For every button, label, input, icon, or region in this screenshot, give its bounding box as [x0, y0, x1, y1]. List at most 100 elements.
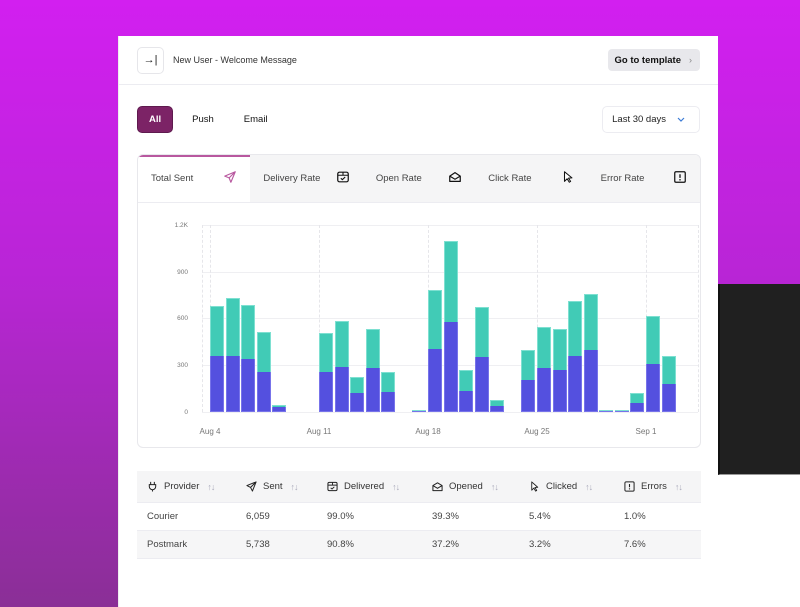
- sort-icon[interactable]: ↑↓: [290, 481, 299, 492]
- chart-bar[interactable]: [272, 405, 287, 412]
- chart-bar[interactable]: [552, 328, 567, 412]
- table-row[interactable]: Courier 6,059 99.0% 39.3% 5.4% 1.0%: [137, 503, 701, 531]
- bar-segment-bottom: [459, 390, 474, 412]
- metrics-chart-card: Total Sent Delivery Rate Open Rate Click…: [137, 154, 701, 448]
- y-tick: 0: [184, 409, 188, 416]
- header: →| New User - Welcome Message Go to temp…: [119, 36, 718, 85]
- column-sent[interactable]: Sent ↑↓: [236, 481, 317, 492]
- bar-segment-bottom: [365, 368, 380, 412]
- tab-total-sent[interactable]: Total Sent: [138, 155, 251, 202]
- bar-segment-bottom: [537, 367, 552, 412]
- gridline: [202, 225, 698, 226]
- bar-segment-bottom: [646, 363, 661, 412]
- column-errors[interactable]: Errors ↑↓: [614, 481, 701, 492]
- chart-bar[interactable]: [256, 331, 271, 412]
- chart-bar[interactable]: [661, 355, 676, 412]
- chart-bar[interactable]: [210, 306, 225, 412]
- column-label: Provider: [164, 481, 200, 492]
- chart-bar[interactable]: [646, 316, 661, 412]
- cell-provider: Postmark: [147, 539, 188, 550]
- bar-segment-bottom: [319, 372, 334, 412]
- chart-bar[interactable]: [225, 298, 240, 412]
- bar-segment-top: [241, 304, 256, 360]
- chart-bar[interactable]: [241, 304, 256, 412]
- sort-icon[interactable]: ↑↓: [674, 481, 683, 492]
- bar-segment-top: [428, 289, 443, 349]
- page-title: New User - Welcome Message: [173, 55, 297, 65]
- chart-bar[interactable]: [443, 240, 458, 412]
- sort-icon[interactable]: ↑↓: [207, 481, 215, 492]
- y-tick: 900: [177, 269, 188, 276]
- chevron-down-icon: [677, 115, 685, 124]
- tab-label: Delivery Rate: [263, 173, 321, 184]
- column-delivered[interactable]: Delivered ↑↓: [317, 481, 422, 492]
- template-analytics-card: →| New User - Welcome Message Go to temp…: [118, 36, 718, 607]
- tab-delivery-rate[interactable]: Delivery Rate: [250, 155, 362, 202]
- x-tick: Aug 18: [415, 427, 441, 436]
- bar-segment-bottom: [428, 348, 443, 412]
- gridline: [202, 412, 698, 413]
- chart-bar[interactable]: [521, 350, 536, 412]
- tab-open-rate[interactable]: Open Rate: [363, 155, 475, 202]
- chart-bar[interactable]: [412, 410, 427, 412]
- tab-error-rate[interactable]: Error Rate: [588, 155, 700, 202]
- bar-segment-bottom: [225, 355, 240, 412]
- chart-bar[interactable]: [334, 320, 349, 412]
- vgridline: [202, 225, 203, 412]
- mail-open-icon: [432, 482, 443, 492]
- bar-segment-top: [412, 410, 427, 411]
- chart-bar[interactable]: [365, 328, 380, 412]
- bar-segment-top: [365, 328, 380, 369]
- column-clicked[interactable]: Clicked ↑↓: [519, 481, 614, 492]
- table-row[interactable]: Postmark 5,738 90.8% 37.2% 3.2% 7.6%: [137, 531, 701, 559]
- date-range-label: Last 30 days: [612, 114, 666, 125]
- filter-email[interactable]: Email: [243, 114, 268, 125]
- bar-segment-top: [568, 301, 583, 356]
- column-label: Opened: [449, 481, 483, 492]
- bar-segment-bottom: [210, 355, 225, 412]
- cell-provider: Courier: [147, 511, 179, 522]
- sort-icon[interactable]: ↑↓: [585, 481, 593, 492]
- go-to-template-button[interactable]: Go to template ›: [608, 49, 700, 71]
- cell-clicked: 3.2%: [529, 539, 551, 550]
- bar-segment-top: [537, 327, 552, 368]
- bar-segment-bottom: [552, 369, 567, 412]
- chart-bar[interactable]: [381, 371, 396, 412]
- chart-bar[interactable]: [350, 376, 365, 412]
- chart-bar[interactable]: [319, 332, 334, 412]
- column-opened[interactable]: Opened ↑↓: [422, 481, 519, 492]
- chart-bar[interactable]: [583, 293, 598, 412]
- bar-segment-top: [381, 371, 396, 392]
- chart-bar[interactable]: [490, 399, 505, 412]
- sort-icon[interactable]: ↑↓: [392, 481, 400, 492]
- date-range-select[interactable]: Last 30 days: [602, 106, 700, 133]
- chart-bar[interactable]: [614, 410, 629, 412]
- chart-bar[interactable]: [474, 306, 489, 412]
- bar-segment-bottom: [443, 322, 458, 412]
- column-label: Sent: [263, 481, 283, 492]
- bar-segment-top: [552, 328, 567, 370]
- chart-bar[interactable]: [630, 393, 645, 412]
- bar-segment-top: [443, 240, 458, 323]
- provider-table: Provider ↑↓ Sent ↑↓ Delivered ↑↓ Opened …: [137, 471, 701, 559]
- chart-bar[interactable]: [537, 327, 552, 412]
- filter-push[interactable]: Push: [192, 114, 214, 125]
- chart-bar[interactable]: [599, 410, 614, 412]
- column-provider[interactable]: Provider ↑↓: [137, 481, 236, 492]
- sort-icon[interactable]: ↑↓: [490, 481, 499, 492]
- bar-segment-bottom: [490, 405, 505, 412]
- mail-open-icon: [448, 170, 462, 187]
- bar-segment-bottom: [614, 411, 629, 412]
- bar-segment-top: [614, 410, 629, 411]
- chart-bar[interactable]: [428, 289, 443, 412]
- chart-bar[interactable]: [459, 369, 474, 412]
- channel-filter: All Push Email: [137, 106, 287, 133]
- chart-bar[interactable]: [568, 301, 583, 412]
- tab-label: Open Rate: [375, 173, 422, 184]
- filter-all[interactable]: All: [137, 106, 174, 133]
- cell-errors: 1.0%: [624, 511, 646, 522]
- collapse-button[interactable]: →|: [137, 46, 164, 74]
- chevron-right-icon: ›: [689, 55, 692, 65]
- send-icon: [246, 481, 257, 492]
- tab-click-rate[interactable]: Click Rate: [475, 155, 587, 202]
